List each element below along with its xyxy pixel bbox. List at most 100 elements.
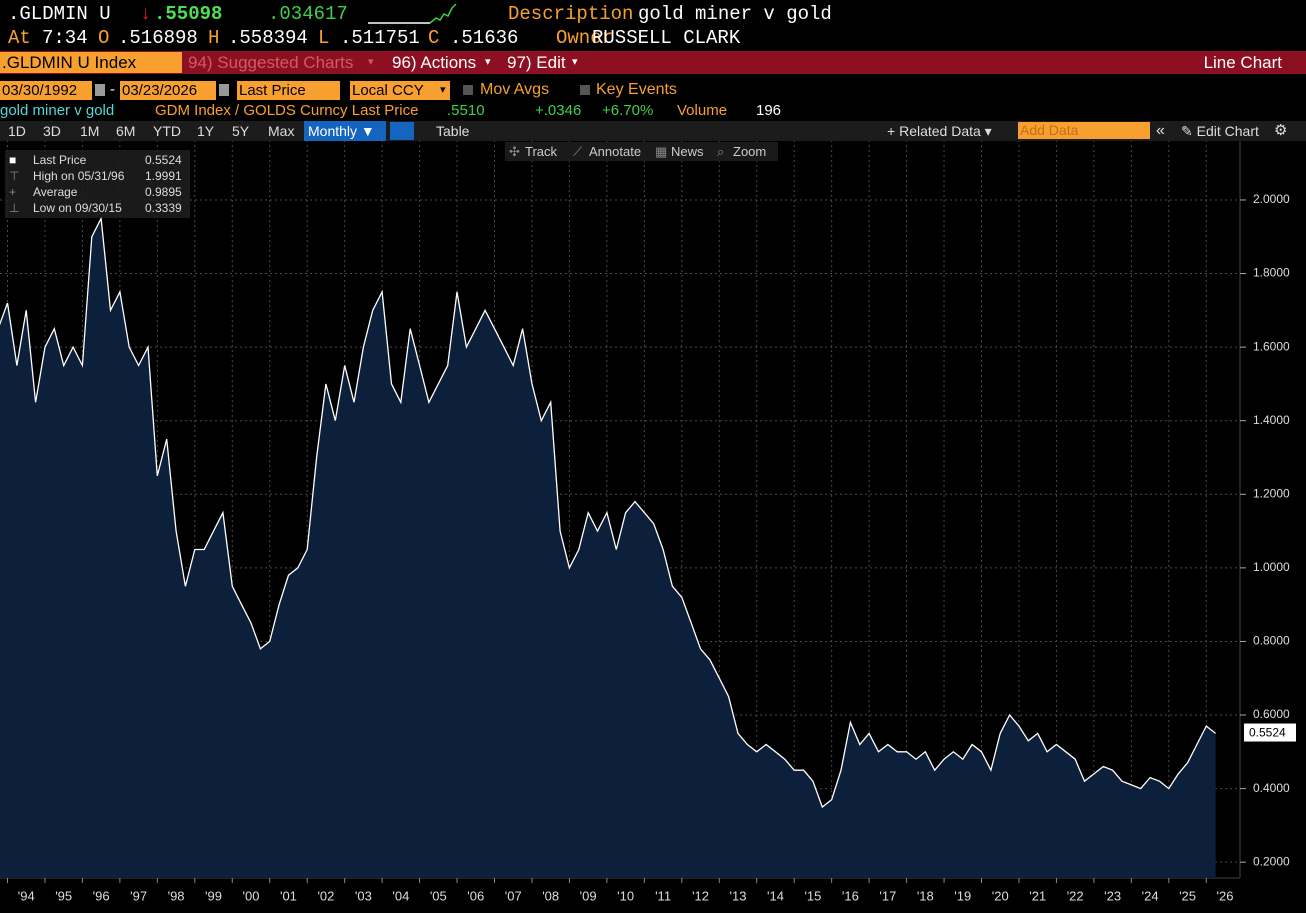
x-axis-band <box>0 878 1306 913</box>
calendar-icon[interactable] <box>95 84 105 96</box>
end-date[interactable]: 03/23/2026 <box>120 81 216 100</box>
period-button[interactable]: 1M <box>80 123 100 139</box>
low-label: L <box>318 27 330 49</box>
at-label: At <box>8 27 31 49</box>
date-separator: - <box>110 81 115 98</box>
legend-value: 0.3339 <box>145 201 182 215</box>
chart-style-button[interactable] <box>390 122 414 140</box>
x-tick-label: '00 <box>243 888 260 903</box>
time: 7:34 <box>42 27 88 49</box>
x-tick-label: '97 <box>130 888 147 903</box>
settings-button[interactable]: ⚙ <box>1274 122 1288 139</box>
period-button[interactable]: 1D <box>8 123 26 139</box>
toolbar: Monthly ▼ Table + Related Data ▾ Add Dat… <box>0 121 1306 141</box>
x-tick-label: '17 <box>879 888 896 903</box>
series-name: gold miner v gold <box>0 102 115 119</box>
dropdown-caret: ▾ <box>440 84 446 96</box>
summary-last: .5510 <box>447 102 485 119</box>
tool-button[interactable]: Annotate <box>589 144 642 159</box>
add-data-input[interactable]: Add Data <box>1018 122 1150 139</box>
legend: ■ Last Price 0.5524 ⊤ High on 05/31/96 1.9991… <box>5 150 190 218</box>
x-tick-label: '11 <box>655 888 671 903</box>
x-tick-label: '04 <box>392 888 409 903</box>
x-tick-label: '02 <box>317 888 334 903</box>
open: .516898 <box>118 27 198 49</box>
calendar-icon[interactable] <box>219 84 229 96</box>
tool-button[interactable]: Track <box>525 144 558 159</box>
chart-type[interactable]: Line Chart <box>1203 53 1282 72</box>
net-change: .034617 <box>268 3 348 25</box>
frequency-select[interactable]: Monthly ▼ <box>304 121 386 141</box>
ticker: .GLDMIN U <box>8 3 111 25</box>
start-date[interactable]: 03/30/1992 <box>0 81 92 100</box>
field-select[interactable]: Last Price <box>237 81 340 100</box>
description-label: Description <box>508 3 634 25</box>
tool-icon: ⌕ <box>717 144 725 159</box>
legend-label: Low on 09/30/15 <box>33 201 122 215</box>
volume: 196 <box>756 102 782 119</box>
x-tick-label: '01 <box>280 888 297 903</box>
low: .511751 <box>340 27 420 49</box>
high-label: H <box>208 27 220 49</box>
period-button[interactable]: 3D <box>43 123 61 139</box>
period-button[interactable]: Max <box>268 123 295 139</box>
currency-select[interactable]: Local CCY <box>350 81 450 100</box>
checkbox[interactable] <box>463 85 473 95</box>
dropdown-caret: ▾ <box>485 56 491 68</box>
x-tick-label: '08 <box>542 888 559 903</box>
y-tick-label: 0.2000 <box>1253 854 1290 868</box>
x-tick-label: '95 <box>55 888 72 903</box>
actions-menu[interactable]: 96) Actions <box>392 53 477 72</box>
x-tick-label: '26 <box>1217 888 1234 903</box>
last-value-tag <box>1244 723 1296 742</box>
formula: GDM Index / GOLDS Curncy Last Price <box>155 102 419 119</box>
period-button[interactable]: 1Y <box>197 123 215 139</box>
y-tick-label: 1.4000 <box>1253 413 1290 427</box>
y-tick-label: 1.8000 <box>1253 266 1290 280</box>
suggested-charts[interactable]: 94) Suggested Charts <box>188 53 354 72</box>
related-data-button[interactable]: + Related Data ▾ <box>887 123 992 139</box>
mov-avgs[interactable]: Mov Avgs <box>480 81 550 98</box>
x-tick-label: '12 <box>692 888 709 903</box>
table-button[interactable]: Table <box>436 123 470 139</box>
related-data: Related Data <box>899 123 981 139</box>
tool-icon: ⟋ <box>573 144 583 159</box>
checkbox[interactable] <box>580 85 590 95</box>
controls: 03/30/1992 - 03/23/2026 Last Price Local… <box>0 81 1306 101</box>
x-tick-label: '14 <box>767 888 784 903</box>
x-tick-label: '10 <box>617 888 634 903</box>
x-tick-label: '94 <box>18 888 35 903</box>
legend-label: Last Price <box>33 153 87 167</box>
x-tick-label: '23 <box>1104 888 1121 903</box>
tool-button[interactable]: Zoom <box>733 144 767 159</box>
x-tick-label: '05 <box>430 888 447 903</box>
tool-icon: ✣ <box>509 144 520 159</box>
open-label: O <box>98 27 110 49</box>
description: gold miner v gold <box>638 3 832 25</box>
edit-chart-button[interactable]: ✎ Edit Chart <box>1181 123 1259 139</box>
period-button[interactable]: 6M <box>116 123 136 139</box>
summary-pct-change: +6.70% <box>602 102 654 119</box>
summary-change: +.0346 <box>535 102 582 119</box>
collapse-button[interactable]: « <box>1156 122 1165 139</box>
period-button[interactable]: 5Y <box>232 123 250 139</box>
y-tick-label: 0.8000 <box>1253 634 1290 648</box>
legend-label: High on 05/31/96 <box>33 169 125 183</box>
period-button[interactable]: YTD <box>153 123 181 139</box>
dropdown-caret: ▾ <box>368 56 374 68</box>
edit-menu[interactable]: 97) Edit <box>507 53 566 72</box>
legend-symbol: + <box>9 185 17 199</box>
x-tick-label: '16 <box>842 888 859 903</box>
frequency: Monthly <box>308 123 358 139</box>
volume-label: Volume <box>677 102 728 119</box>
owner: RUSSELL CLARK <box>592 27 741 49</box>
edit-chart: Edit Chart <box>1196 123 1259 139</box>
x-tick-label: '98 <box>168 888 185 903</box>
x-tick-label: '03 <box>355 888 372 903</box>
close: .51636 <box>450 27 519 49</box>
owner-label: Owner <box>556 27 614 49</box>
tool-button[interactable]: News <box>671 144 704 159</box>
security-field[interactable]: .GLDMIN U Index <box>0 52 182 73</box>
key-events[interactable]: Key Events <box>596 81 677 98</box>
y-tick-label: 0.6000 <box>1253 707 1290 721</box>
